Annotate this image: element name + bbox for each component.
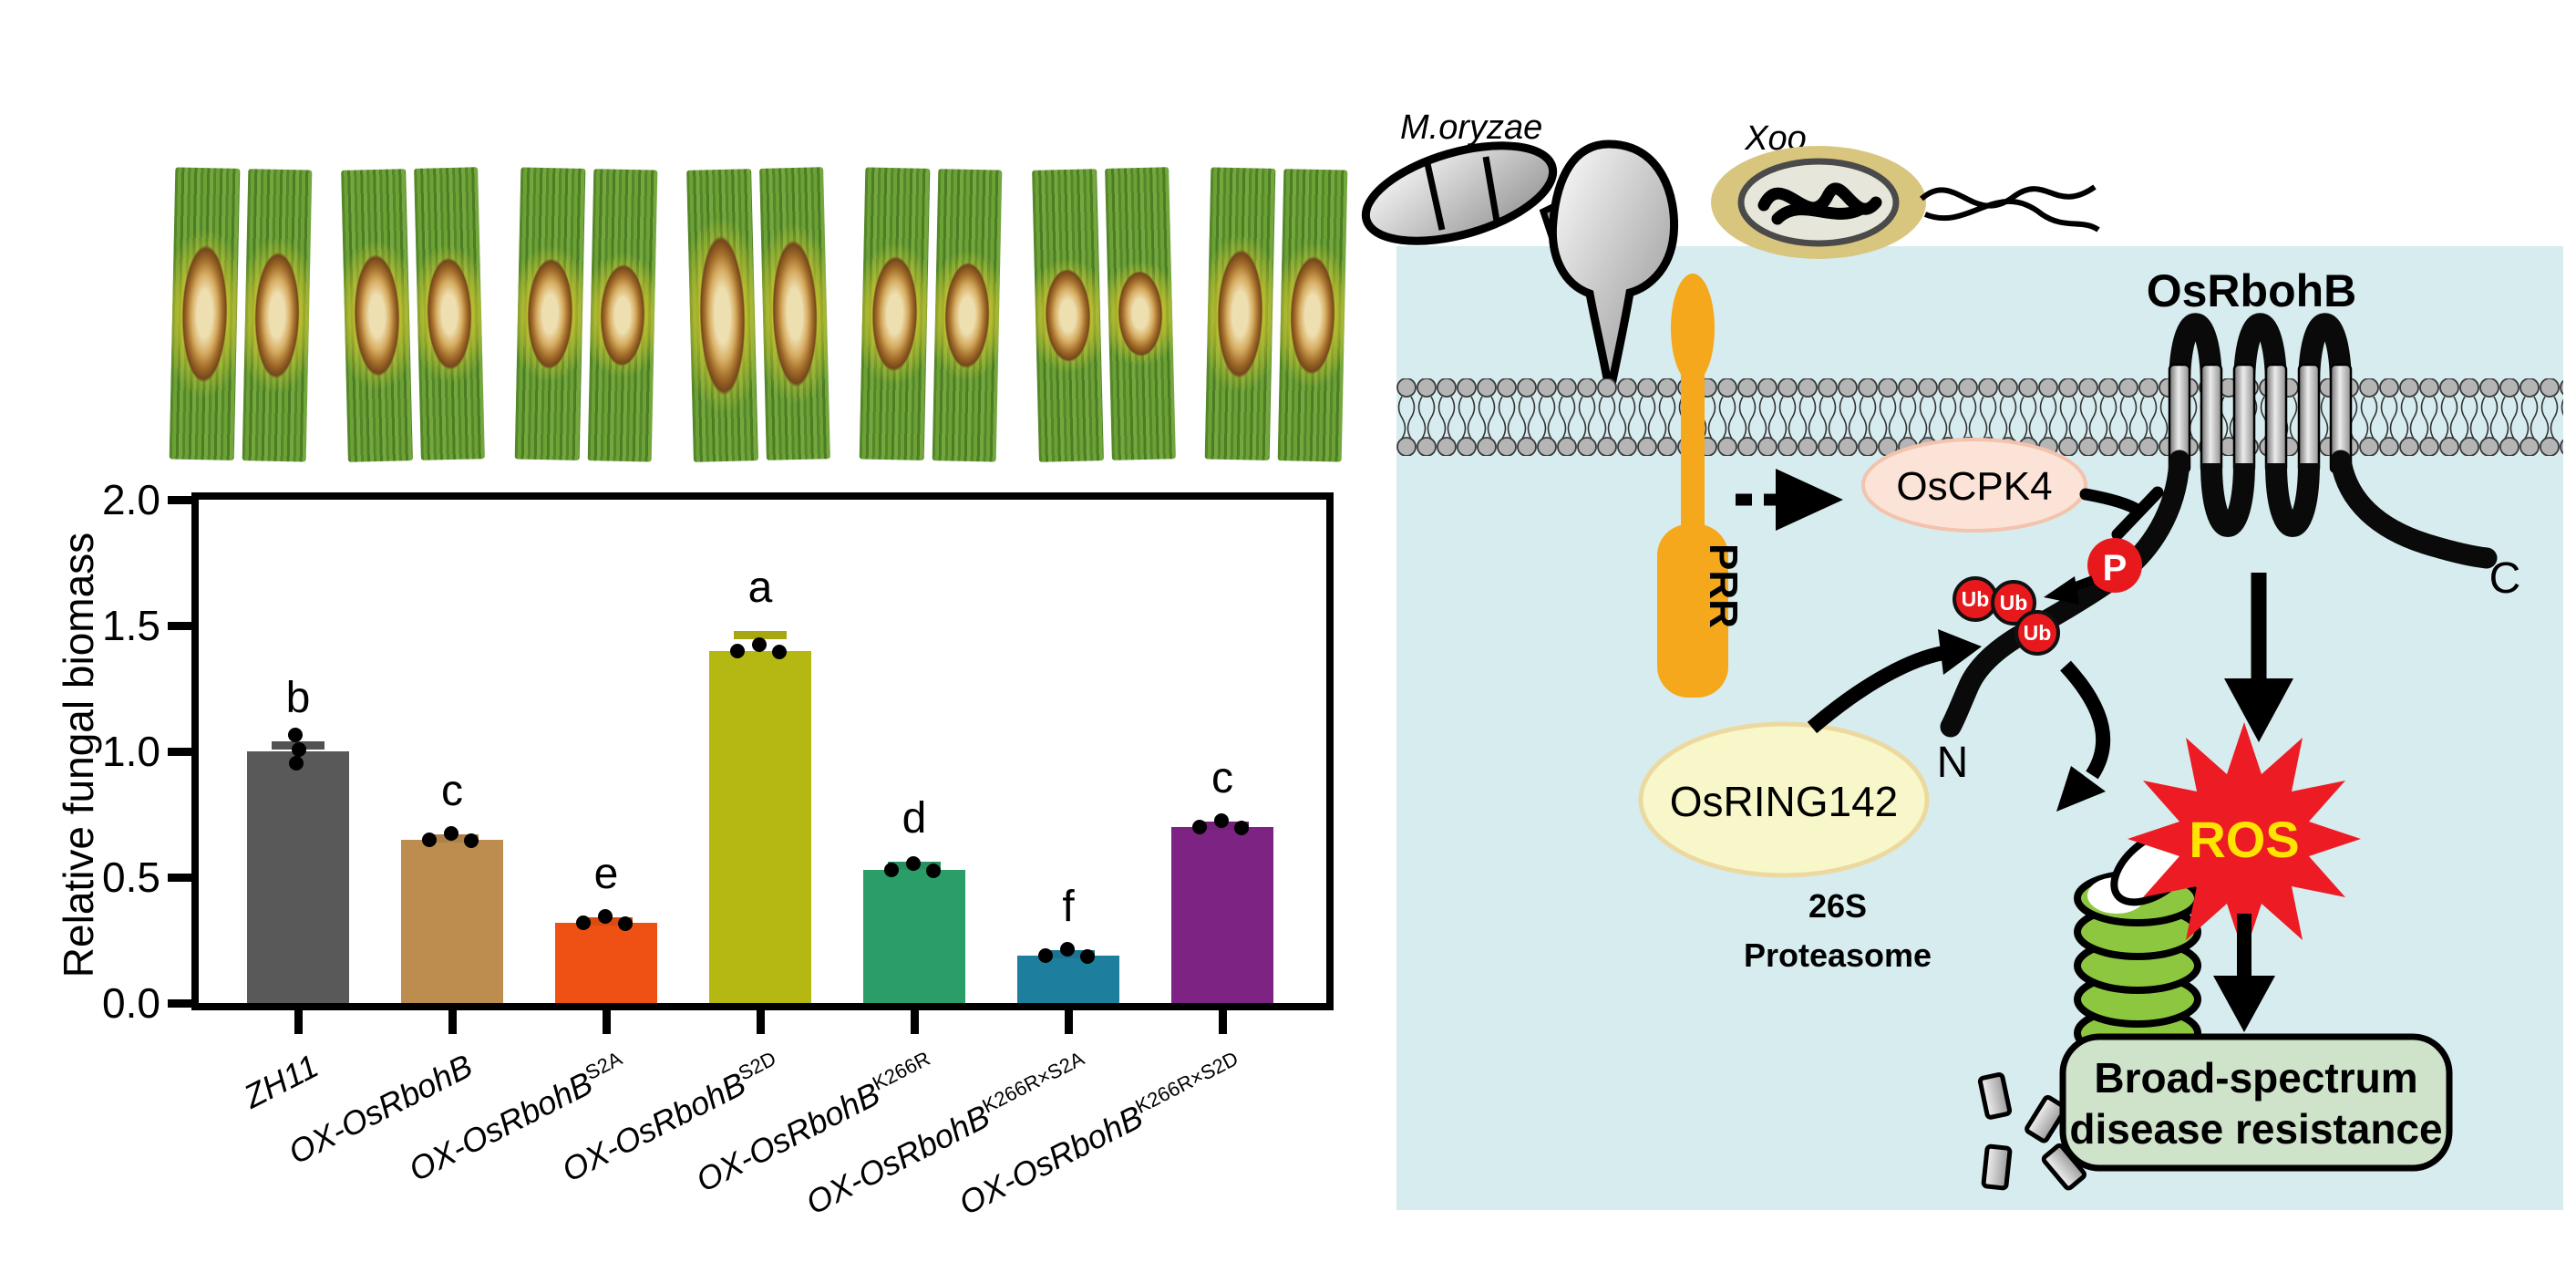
significance-letter: f [1062, 883, 1075, 932]
data-point-dot [422, 832, 437, 847]
ubiquitin-chain-icon: Ub Ub Ub [1953, 576, 2060, 656]
bar-OX-OsRbohB-K266R×S2A [1017, 955, 1119, 1003]
y-axis-tick-label: 0.0 [102, 979, 160, 1027]
data-point-dot [906, 855, 921, 871]
data-point-dot [752, 636, 767, 652]
osrbohb-c-tail [2330, 450, 2498, 569]
data-point-dot [884, 862, 899, 877]
y-axis-tick [168, 622, 193, 630]
bar-ZH11 [247, 751, 349, 1003]
degradation-arrow [2056, 660, 2111, 812]
data-point-dot [1234, 820, 1249, 835]
ros-to-outcome-arrow [2213, 914, 2275, 1032]
proteasome-label-line2: Proteasome [1744, 936, 1932, 974]
xoo-bacterium-icon [1711, 146, 2100, 259]
osring142-ellipse [1638, 721, 1930, 878]
data-point-dot [576, 915, 591, 930]
error-bar-cap [734, 630, 787, 639]
x-axis-tick [294, 1007, 303, 1034]
outcome-label-line1: Broad-spectrum [2094, 1054, 2417, 1102]
data-point-dot [288, 728, 303, 742]
data-point-dot [464, 833, 479, 848]
data-point-dot [772, 644, 787, 659]
bar-OX-OsRbohB-K266R [863, 869, 965, 1003]
moryzae-spore-icon [1361, 140, 1679, 395]
prr-receptor-icon [1657, 274, 1728, 698]
ring-to-ub-arrow [1807, 629, 1982, 734]
data-point-dot [1192, 819, 1207, 834]
c-terminus-label: C [2489, 554, 2521, 603]
data-point-dot [444, 825, 459, 841]
x-axis-tick [1065, 1007, 1073, 1034]
ub-label: Ub [2000, 591, 2028, 615]
significance-letter: a [747, 563, 773, 612]
y-axis-tick-label: 1.5 [102, 602, 160, 649]
bar-OX-OsRbohB-S2D [709, 650, 811, 1003]
osring142-label: OsRING142 [1670, 778, 1899, 825]
y-axis-tick-label: 1.0 [102, 728, 160, 775]
data-point-dot [292, 742, 306, 757]
bar-OX-OsRbohB [401, 839, 503, 1003]
data-point-dot [598, 908, 613, 924]
y-axis-tick [168, 748, 193, 756]
significance-letter: c [1211, 754, 1233, 803]
significance-letter: e [593, 850, 619, 899]
outcome-label-line2: disease resistance [2069, 1105, 2442, 1153]
ros-burst-icon: ROS [2128, 722, 2361, 956]
data-point-dot [289, 756, 304, 771]
data-point-dot [618, 915, 633, 931]
bar-OX-OsRbohB-S2A [555, 922, 657, 1003]
ros-label: ROS [2189, 811, 2299, 868]
data-point-dot [1038, 947, 1053, 963]
oscpk4-tbar [2079, 486, 2164, 541]
x-axis-tick [448, 1007, 457, 1034]
significance-letter: d [902, 794, 927, 843]
y-axis-tick [168, 999, 193, 1008]
outcome-box [2059, 1033, 2453, 1172]
y-axis-tick-label: 0.5 [102, 853, 160, 901]
data-point-dot [1080, 948, 1095, 964]
n-terminus-label: N [1937, 739, 1969, 787]
significance-letter: b [285, 673, 311, 722]
ub-label: Ub [1962, 587, 1990, 611]
phosphate-label: P [2103, 548, 2128, 588]
moryzae-label: M.oryzae [1400, 109, 1542, 147]
x-axis-tick [1219, 1007, 1227, 1034]
osrbohb-label: OsRbohB [2147, 265, 2357, 316]
prr-label: PRR [1701, 543, 1746, 628]
significance-letter: c [441, 767, 463, 816]
ub-label: Ub [2024, 621, 2052, 645]
data-point-dot [926, 863, 941, 878]
pathway-diagram: M.oryzae Xoo PRR [1361, 109, 2563, 1210]
y-axis-tick-label: 2.0 [102, 476, 160, 523]
bar-OX-OsRbohB-K266R×S2D [1171, 826, 1273, 1003]
phospho-to-ub-arrow [2044, 575, 2095, 605]
oscpk4-label: OsCPK4 [1896, 464, 2052, 509]
x-axis-tick [603, 1007, 611, 1034]
data-point-dot [730, 643, 745, 658]
y-axis-tick [168, 874, 193, 882]
x-axis-tick [757, 1007, 765, 1034]
data-point-dot [1214, 812, 1229, 828]
proteasome-label-line1: 26S [1808, 887, 1867, 925]
x-axis-tick [911, 1007, 919, 1034]
rboh-to-ros-arrow [2224, 573, 2293, 742]
phosphate-icon [2087, 538, 2142, 593]
y-axis-tick [168, 496, 193, 504]
data-point-dot [1060, 941, 1075, 957]
oscpk4-ellipse [1861, 438, 2087, 533]
prr-activation-arrow [1736, 469, 1843, 531]
